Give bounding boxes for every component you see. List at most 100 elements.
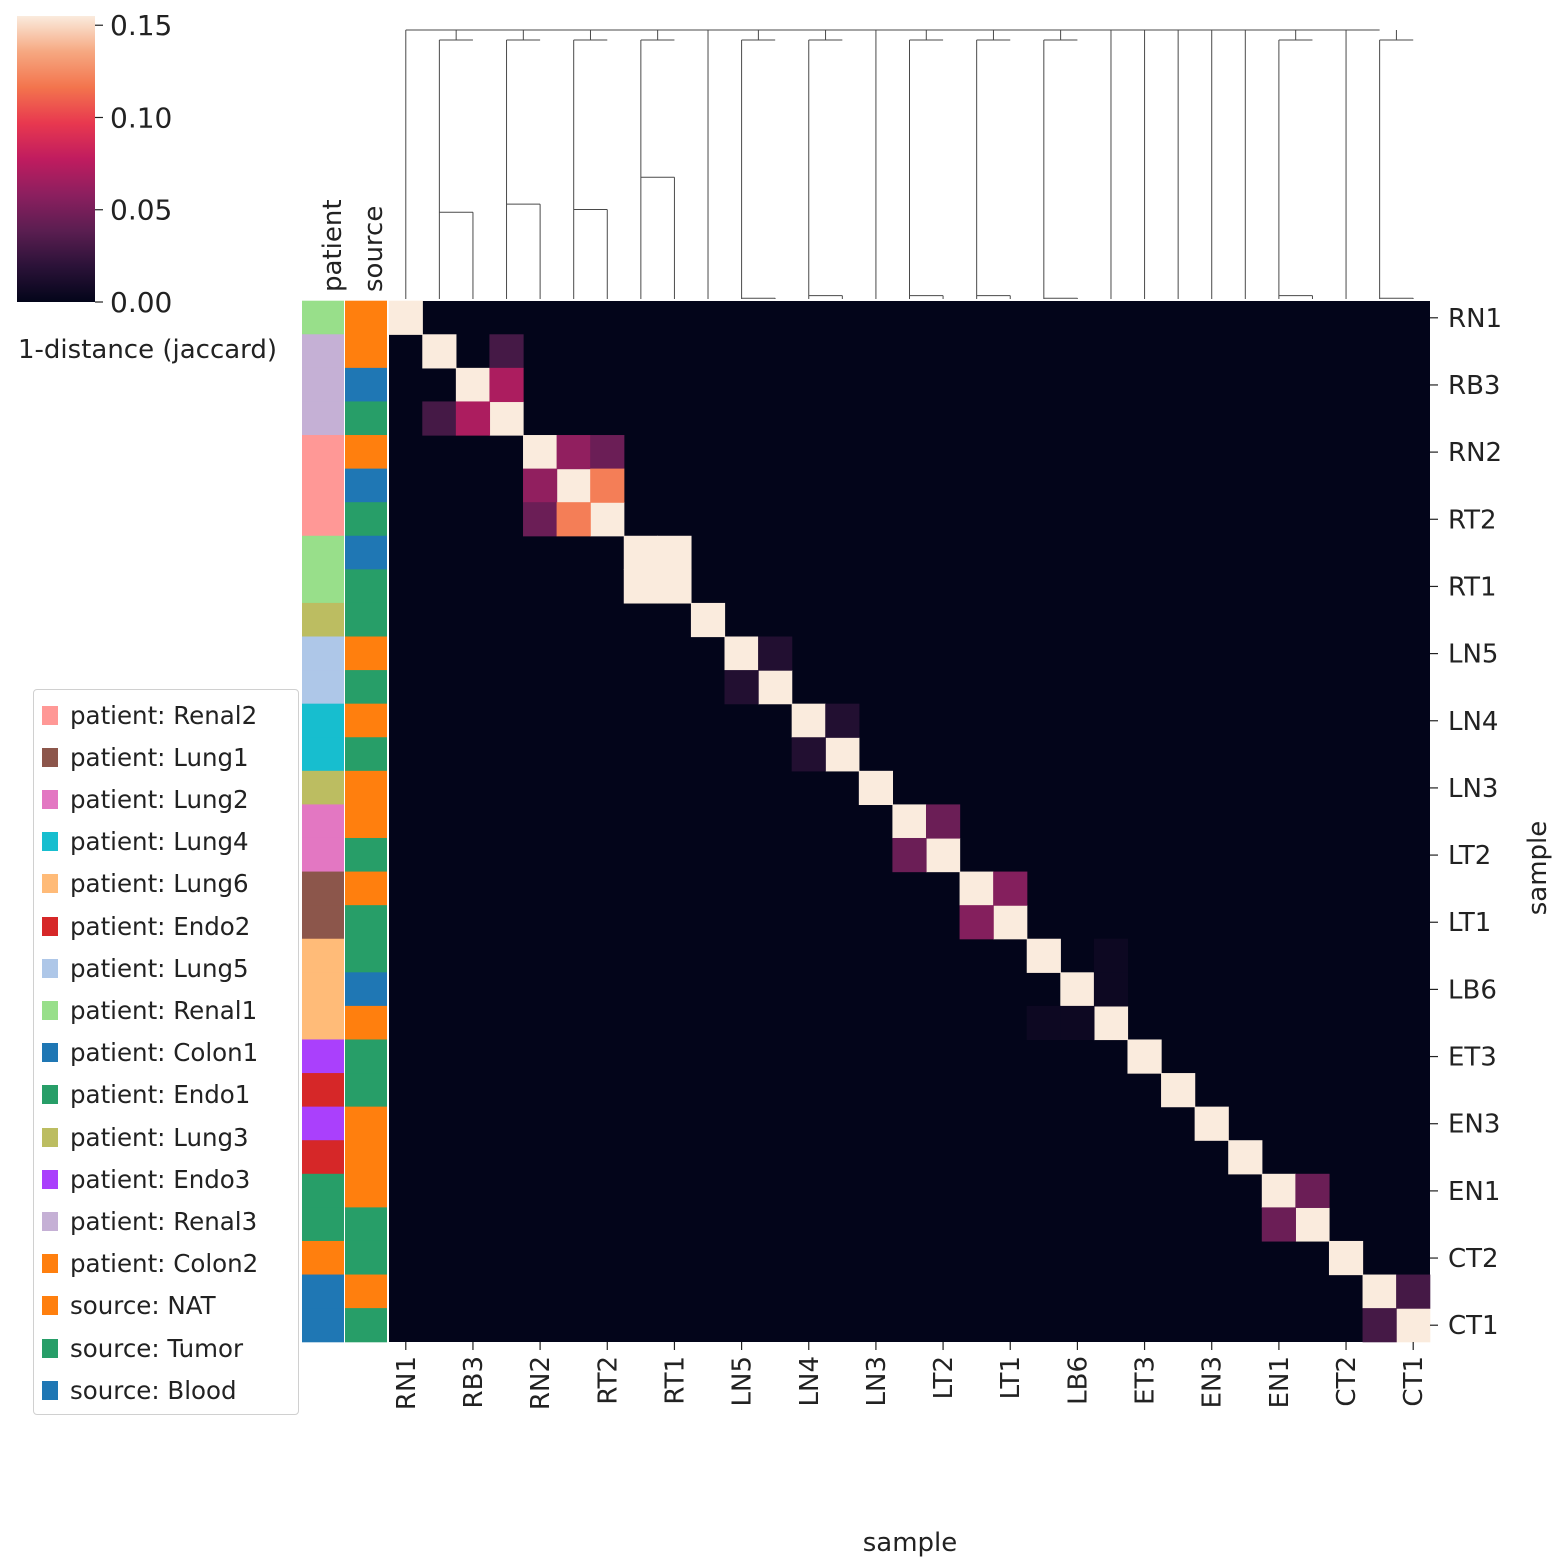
colorbar-tick-label: 0.00 bbox=[110, 286, 172, 319]
legend-item: patient: Endo1 bbox=[42, 1074, 250, 1116]
source-color-cell bbox=[345, 1106, 387, 1141]
heatmap-cell-diagonal bbox=[590, 502, 625, 537]
heatmap-cell-diagonal bbox=[489, 401, 524, 436]
patient-color-cell bbox=[302, 770, 344, 806]
heatmap-cell-diagonal bbox=[791, 703, 826, 738]
legend-label: patient: Lung4 bbox=[70, 827, 249, 857]
heatmap-cell bbox=[959, 905, 994, 940]
heatmap-cell-diagonal bbox=[993, 905, 1028, 940]
legend-item: patient: Colon2 bbox=[42, 1243, 258, 1285]
x-tick-label: CT2 bbox=[1332, 1356, 1362, 1407]
legend-swatch bbox=[42, 747, 58, 767]
annotation-label-source: source bbox=[359, 206, 389, 292]
y-tick-label: ET3 bbox=[1448, 1043, 1497, 1073]
heatmap-cell-diagonal bbox=[959, 871, 994, 906]
legend-swatch bbox=[42, 1338, 58, 1358]
y-tick-label: RB3 bbox=[1448, 371, 1500, 401]
heatmap-cell-diagonal bbox=[657, 569, 692, 604]
y-tick-label: LT2 bbox=[1448, 841, 1491, 871]
source-color-cell bbox=[345, 670, 387, 705]
patient-color-cell bbox=[302, 367, 344, 403]
source-color-cell bbox=[345, 938, 387, 973]
legend-swatch bbox=[42, 1211, 58, 1231]
legend-swatch bbox=[42, 1000, 58, 1020]
y-tick-label: CT1 bbox=[1448, 1311, 1499, 1341]
legend-label: patient: Colon1 bbox=[70, 1038, 259, 1068]
legend-item: patient: Lung3 bbox=[42, 1116, 249, 1158]
legend-item: patient: Renal3 bbox=[42, 1200, 257, 1242]
y-tick-label: RN1 bbox=[1448, 304, 1502, 334]
x-tick-label: EN1 bbox=[1265, 1356, 1295, 1408]
axis-ticks: RN1 RN1 RB3 RB3 RN2 RN2 RT2 RT2 RT1 RT1 LN5 LN5 LN4 L… bbox=[392, 304, 1502, 1410]
source-color-cell bbox=[345, 602, 387, 638]
legend-label: patient: Renal1 bbox=[70, 995, 258, 1025]
heatmap-cell bbox=[523, 468, 558, 503]
y-tick-label: LT1 bbox=[1448, 908, 1491, 938]
legend-swatch bbox=[42, 1043, 58, 1063]
heatmap-cell-diagonal bbox=[1228, 1140, 1263, 1175]
source-color-cell bbox=[345, 1039, 387, 1074]
y-tick-label: LN3 bbox=[1448, 774, 1498, 804]
heatmap-cell bbox=[892, 837, 927, 873]
heatmap-cell bbox=[1362, 1308, 1397, 1343]
patient-color-cell bbox=[302, 334, 344, 369]
heatmap-cell bbox=[523, 502, 558, 537]
legend-swatch bbox=[42, 1254, 58, 1274]
x-tick-label: EN3 bbox=[1198, 1356, 1228, 1408]
legend-label: patient: Lung6 bbox=[70, 869, 249, 899]
patient-color-cell bbox=[302, 1073, 344, 1108]
y-tick-label: LB6 bbox=[1448, 975, 1497, 1005]
heatmap-cell bbox=[925, 804, 961, 839]
x-tick-label: LT2 bbox=[929, 1356, 959, 1399]
patient-color-cell bbox=[302, 435, 344, 470]
source-color-cell bbox=[345, 1308, 387, 1343]
legend-swatch bbox=[42, 1169, 58, 1189]
patient-color-cell bbox=[302, 300, 344, 335]
heatmap-cell-diagonal bbox=[1362, 1274, 1397, 1309]
heatmap-cell bbox=[590, 468, 625, 503]
legend-label: patient: Endo3 bbox=[70, 1164, 251, 1194]
heatmap-cell-diagonal bbox=[1328, 1240, 1364, 1276]
heatmap-cell-diagonal bbox=[1295, 1207, 1330, 1242]
patient-color-cell bbox=[302, 535, 344, 570]
heatmap-cells bbox=[388, 300, 1431, 1343]
y-tick-label: CT2 bbox=[1448, 1244, 1499, 1274]
source-color-cell bbox=[345, 367, 387, 403]
source-color-cell bbox=[345, 837, 387, 873]
legend-item: patient: Lung4 bbox=[42, 821, 249, 863]
legend-item: patient: Lung2 bbox=[42, 778, 249, 820]
patient-color-cell bbox=[302, 1240, 344, 1276]
heatmap-cell bbox=[1060, 1005, 1095, 1041]
y-tick-label: EN3 bbox=[1448, 1110, 1500, 1140]
heatmap-cell bbox=[1295, 1173, 1330, 1208]
legend-label: patient: Renal2 bbox=[70, 700, 258, 730]
patient-color-cell bbox=[302, 401, 344, 436]
source-color-cell bbox=[345, 1207, 387, 1242]
heatmap-cell bbox=[1026, 1005, 1061, 1041]
legend-label: source: Tumor bbox=[70, 1333, 244, 1363]
patient-color-cell bbox=[302, 972, 344, 1007]
heatmap-cell-diagonal bbox=[758, 670, 793, 705]
colorbar-tick-label: 0.10 bbox=[110, 101, 172, 134]
legend-swatch bbox=[42, 958, 58, 978]
y-tick-label: RT2 bbox=[1448, 505, 1497, 535]
source-color-cell bbox=[345, 569, 387, 604]
y-axis-label: sample bbox=[1523, 821, 1553, 916]
x-tick-label: LN5 bbox=[728, 1356, 758, 1406]
patient-color-cell bbox=[302, 502, 344, 537]
legend-swatch bbox=[42, 916, 58, 936]
patient-color-cell bbox=[302, 468, 344, 503]
legend-swatch bbox=[42, 832, 58, 852]
legend-item: patient: Renal1 bbox=[42, 989, 257, 1031]
heatmap-cell-diagonal bbox=[925, 837, 961, 873]
source-color-cell bbox=[345, 468, 387, 503]
heatmap-cell-diagonal bbox=[1060, 972, 1095, 1007]
y-tick-label: LN5 bbox=[1448, 640, 1498, 670]
patient-color-cell bbox=[302, 670, 344, 705]
heatmap-cell-diagonal bbox=[724, 636, 759, 671]
source-color-cell bbox=[345, 1140, 387, 1175]
heatmap-cell-diagonal bbox=[1194, 1106, 1229, 1141]
patient-color-cell bbox=[302, 703, 344, 738]
heatmap-cell-diagonal bbox=[556, 468, 591, 503]
heatmap-cell-diagonal bbox=[1093, 1005, 1129, 1041]
